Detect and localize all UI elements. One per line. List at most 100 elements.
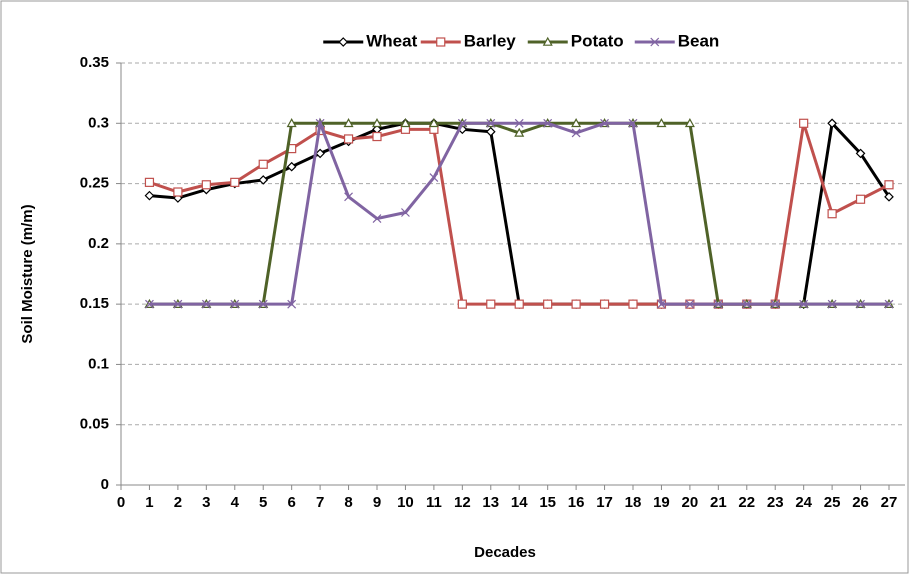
legend-item: Wheat [323, 31, 418, 50]
x-tick-label: 24 [795, 494, 812, 511]
marker [486, 299, 496, 309]
marker [827, 209, 837, 219]
marker [287, 299, 297, 309]
marker [230, 299, 240, 309]
y-tick-label: 0.15 [80, 295, 109, 312]
marker [543, 299, 553, 309]
x-axis-title: Decades [474, 544, 536, 561]
marker [884, 191, 894, 202]
marker [656, 118, 667, 128]
legend-label: Bean [678, 31, 720, 50]
marker [799, 299, 809, 309]
x-tick-label: 2 [174, 494, 182, 511]
marker [258, 299, 268, 309]
x-tick-label: 14 [511, 494, 528, 511]
marker [514, 299, 524, 309]
x-tick-label: 11 [426, 494, 442, 511]
marker [173, 299, 183, 309]
marker [372, 131, 382, 142]
marker [599, 299, 610, 309]
marker [486, 118, 496, 128]
marker [286, 161, 297, 172]
marker [372, 214, 382, 223]
marker [742, 299, 752, 309]
x-tick-label: 0 [117, 494, 125, 511]
x-tick-label: 20 [682, 494, 699, 511]
marker [571, 299, 581, 309]
marker [571, 128, 581, 138]
marker [713, 299, 723, 309]
x-tick-label: 15 [539, 494, 556, 511]
marker [173, 187, 183, 197]
marker [344, 192, 353, 202]
marker [628, 118, 638, 128]
legend-item: Potato [527, 31, 624, 50]
marker [884, 299, 894, 309]
marker [855, 194, 866, 204]
marker [258, 175, 269, 185]
marker [258, 159, 268, 169]
marker [657, 299, 666, 309]
marker [230, 177, 240, 187]
x-tick-label: 12 [454, 494, 471, 511]
legend-label: Potato [571, 31, 624, 50]
y-tick-label: 0.2 [88, 235, 109, 252]
x-tick-label: 13 [482, 494, 499, 511]
x-tick-label: 8 [344, 494, 352, 511]
marker [315, 118, 325, 128]
marker [856, 299, 865, 309]
x-tick-label: 4 [231, 494, 240, 511]
y-tick-label: 0 [101, 476, 109, 493]
x-tick-label: 6 [287, 494, 295, 511]
marker [770, 299, 780, 309]
x-tick-label: 18 [625, 494, 642, 511]
marker [543, 118, 553, 128]
x-tick-label: 23 [767, 494, 784, 511]
x-tick-label: 10 [397, 494, 414, 511]
marker [343, 118, 354, 128]
marker [315, 148, 325, 159]
x-tick-label: 27 [881, 494, 898, 511]
x-tick-label: 16 [568, 494, 585, 511]
marker [436, 37, 446, 47]
x-tick-label: 25 [824, 494, 841, 511]
x-tick-label: 22 [738, 494, 755, 511]
marker [827, 118, 837, 129]
y-tick-label: 0.1 [88, 355, 109, 372]
marker [600, 118, 609, 128]
legend-item: Bean [634, 31, 720, 50]
marker [338, 37, 349, 47]
x-tick-label: 19 [653, 494, 670, 511]
marker [457, 118, 467, 128]
marker [485, 126, 496, 137]
marker [457, 299, 467, 309]
marker [827, 299, 837, 309]
x-tick-label: 17 [596, 494, 613, 511]
x-tick-label: 3 [202, 494, 210, 511]
y-tick-label: 0.05 [80, 416, 109, 433]
marker [514, 118, 524, 128]
legend-label: Wheat [366, 31, 417, 50]
x-tick-label: 7 [316, 494, 324, 511]
marker [371, 118, 383, 128]
legend-label: Barley [464, 31, 517, 50]
marker [542, 36, 553, 46]
marker [201, 299, 211, 309]
y-tick-label: 0.3 [88, 114, 109, 131]
marker [145, 299, 154, 309]
marker [571, 118, 582, 128]
x-tick-label: 1 [145, 494, 153, 511]
x-tick-label: 9 [373, 494, 381, 511]
legend-item: Barley [420, 31, 517, 50]
marker [684, 118, 695, 128]
x-tick-label: 5 [259, 494, 267, 511]
marker [400, 118, 411, 128]
marker [201, 180, 211, 190]
marker [343, 134, 354, 144]
marker [144, 177, 155, 187]
marker [429, 173, 439, 182]
marker [428, 118, 439, 128]
marker [144, 190, 155, 201]
